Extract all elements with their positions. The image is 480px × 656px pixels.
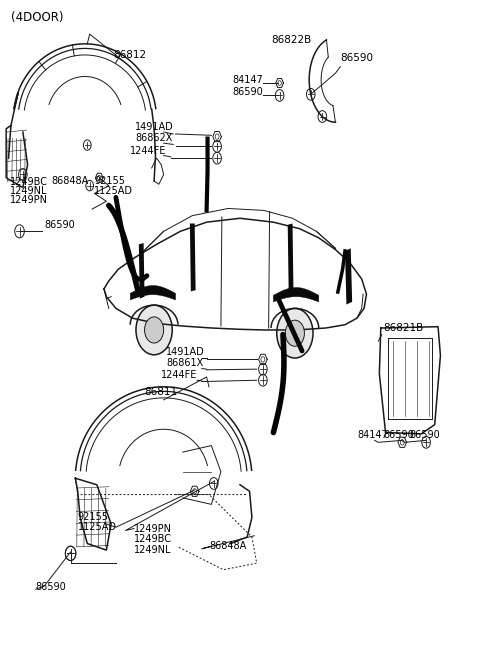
Text: 86848A: 86848A (51, 176, 89, 186)
Text: 84147: 84147 (233, 75, 264, 85)
Text: 1249PN: 1249PN (134, 523, 172, 534)
Text: 86590: 86590 (233, 87, 264, 97)
Text: 1125AD: 1125AD (78, 522, 117, 533)
Text: 1491AD: 1491AD (135, 122, 174, 132)
Text: 86862X: 86862X (135, 133, 172, 143)
Polygon shape (345, 249, 352, 304)
Polygon shape (288, 224, 293, 291)
Text: 86821B: 86821B (383, 323, 423, 333)
Text: 86822B: 86822B (271, 35, 311, 45)
Text: 86590: 86590 (383, 430, 414, 440)
Text: 1491AD: 1491AD (166, 347, 205, 357)
Text: 1125AD: 1125AD (95, 186, 133, 196)
Text: 86811: 86811 (144, 386, 178, 397)
Polygon shape (139, 243, 144, 298)
Polygon shape (130, 285, 176, 300)
Text: 1249NL: 1249NL (134, 544, 171, 555)
Polygon shape (274, 287, 319, 302)
Circle shape (277, 308, 313, 358)
Text: (4DOOR): (4DOOR) (11, 11, 63, 24)
Text: 86590: 86590 (340, 53, 373, 64)
Text: 86848A: 86848A (209, 541, 246, 552)
Text: 92155: 92155 (95, 176, 125, 186)
Text: 1249NL: 1249NL (10, 186, 48, 196)
Text: 86590: 86590 (44, 220, 75, 230)
Text: 1249BC: 1249BC (10, 177, 48, 187)
Text: 86590: 86590 (409, 430, 440, 440)
Text: 86590: 86590 (36, 582, 67, 592)
Text: 84147: 84147 (357, 430, 388, 440)
Circle shape (285, 320, 304, 346)
Text: 1249BC: 1249BC (134, 534, 172, 544)
Text: 86861X: 86861X (166, 358, 204, 368)
Text: 1249PN: 1249PN (10, 195, 48, 205)
Polygon shape (190, 224, 196, 291)
Circle shape (144, 317, 164, 343)
Circle shape (136, 305, 172, 355)
Text: 86812: 86812 (114, 50, 147, 60)
Text: 92155: 92155 (78, 512, 109, 522)
Text: 1244FE: 1244FE (130, 146, 167, 156)
Text: 1244FE: 1244FE (161, 370, 198, 380)
